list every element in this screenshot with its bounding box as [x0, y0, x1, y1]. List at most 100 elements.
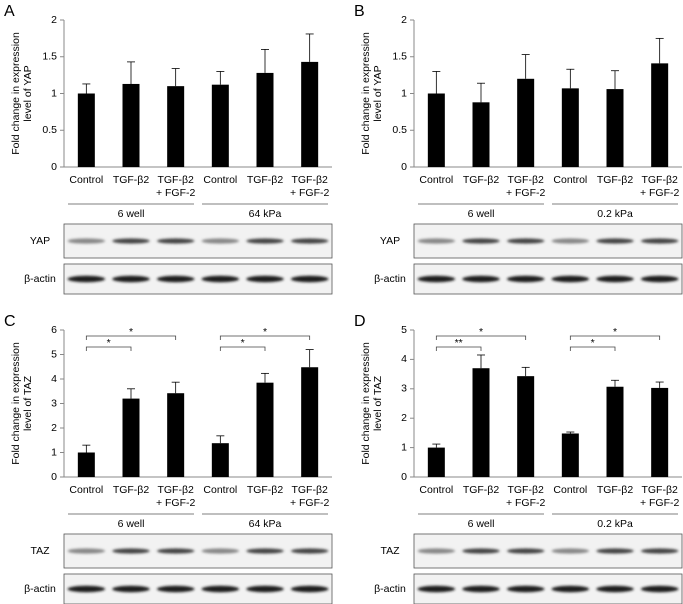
bar	[256, 72, 274, 167]
blot-band	[67, 585, 106, 593]
x-tick-label: TGF-β2	[291, 484, 328, 496]
error-bar	[171, 68, 180, 87]
blot-band	[67, 275, 106, 283]
error-bar	[305, 349, 314, 368]
error-bar	[477, 354, 485, 369]
bar	[122, 83, 140, 167]
error-bar	[216, 71, 225, 85]
bar	[651, 63, 669, 167]
blot-band	[246, 585, 284, 593]
y-tick-label: 5	[51, 348, 57, 360]
blot-band	[596, 585, 634, 593]
y-tick-label: 4	[51, 373, 57, 385]
group-label: 6 well	[118, 518, 145, 530]
blot-frame	[63, 263, 333, 295]
blot-band	[640, 548, 679, 554]
bar	[77, 452, 95, 477]
error-bar	[655, 37, 664, 64]
significance-bracket	[85, 346, 132, 351]
error-bar	[432, 443, 441, 448]
error-bar	[261, 372, 269, 383]
y-tick-label: 2	[401, 14, 407, 26]
blot-band	[551, 275, 590, 283]
significance-label: *	[591, 337, 595, 349]
x-tick-label: + FGF-2	[156, 497, 196, 509]
x-tick-label: + FGF-2	[290, 187, 330, 199]
bar	[651, 387, 669, 477]
error-bar	[521, 366, 530, 377]
x-tick-label: Control	[553, 174, 587, 186]
blot-band	[551, 238, 590, 244]
x-tick-label: TGF-β2	[597, 174, 634, 186]
bar	[122, 398, 140, 477]
blot-frame	[413, 573, 683, 604]
x-tick-label: + FGF-2	[290, 497, 330, 509]
x-tick-label: TGF-β2	[597, 484, 634, 496]
blot-band	[290, 238, 329, 244]
error-bar	[261, 49, 269, 73]
significance-label: **	[455, 337, 463, 349]
significance-label: *	[241, 337, 245, 349]
group-label: 64 kPa	[249, 208, 282, 220]
error-bar	[432, 71, 441, 94]
error-bar	[82, 83, 91, 94]
blot-label: β-actin	[24, 583, 56, 595]
x-tick-label: Control	[203, 174, 237, 186]
x-tick-label: TGF-β2	[247, 484, 284, 496]
y-tick-label: 1	[51, 87, 57, 99]
bar	[301, 367, 319, 477]
group-label: 0.2 kPa	[597, 518, 633, 530]
y-tick-label: 6	[51, 324, 57, 336]
y-tick-label: 4	[401, 353, 407, 365]
blot-label: β-actin	[24, 273, 56, 285]
bar	[211, 443, 229, 477]
blot-label: YAP	[380, 235, 400, 247]
y-tick-label: 3	[401, 383, 407, 395]
bar	[167, 86, 185, 167]
significance-bracket	[85, 335, 177, 340]
blot-band	[462, 585, 500, 593]
bar	[167, 393, 185, 477]
x-tick-label: + FGF-2	[640, 187, 680, 199]
x-tick-label: TGF-β2	[463, 174, 500, 186]
error-bar	[566, 68, 575, 89]
significance-label: *	[263, 326, 267, 338]
x-tick-label: Control	[419, 174, 453, 186]
y-tick-label: 0	[51, 471, 57, 483]
blot-band	[201, 548, 240, 554]
x-tick-label: TGF-β2	[641, 484, 678, 496]
y-tick-label: 2	[401, 412, 407, 424]
y-axis-label: Fold change in expression	[360, 342, 372, 465]
blot-band	[462, 275, 500, 283]
x-tick-label: TGF-β2	[507, 484, 544, 496]
x-tick-label: + FGF-2	[640, 497, 680, 509]
x-tick-label: + FGF-2	[506, 497, 546, 509]
y-axis-label: level of YAP	[372, 65, 384, 121]
significance-label: *	[613, 326, 617, 338]
blot-label: YAP	[30, 235, 50, 247]
error-bar	[521, 54, 530, 79]
y-axis-label: level of TAZ	[372, 375, 384, 431]
y-tick-label: 1.5	[42, 51, 57, 63]
x-tick-label: TGF-β2	[507, 174, 544, 186]
error-bar	[655, 381, 664, 388]
blot-band	[67, 548, 106, 554]
y-tick-label: 0	[51, 161, 57, 173]
group-label: 6 well	[468, 208, 495, 220]
blot-band	[417, 548, 456, 554]
blot-band	[246, 275, 284, 283]
y-axis-label: level of YAP	[22, 65, 34, 121]
blot-band	[506, 238, 545, 244]
x-tick-label: TGF-β2	[157, 174, 194, 186]
blot-band	[290, 275, 329, 283]
bar	[427, 93, 445, 167]
bar	[517, 376, 535, 477]
blot-band	[506, 275, 545, 283]
blot-band	[156, 548, 195, 554]
y-tick-label: 2	[51, 14, 57, 26]
significance-bracket	[219, 335, 311, 340]
blot-frame	[63, 573, 333, 604]
error-bar	[611, 379, 619, 387]
bar	[606, 89, 624, 167]
blot-band	[551, 585, 590, 593]
